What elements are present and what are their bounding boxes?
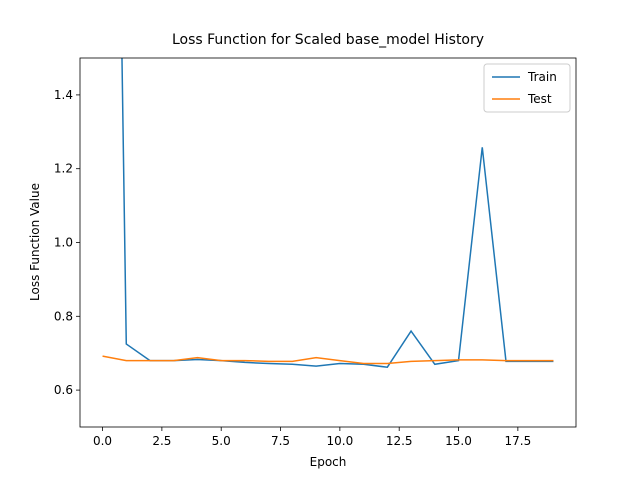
axes-frame — [79, 57, 577, 428]
legend-label: Test — [527, 92, 552, 106]
y-axis-label: Loss Function Value — [28, 183, 42, 301]
y-tick-label: 0.6 — [54, 383, 73, 397]
chart-title: Loss Function for Scaled base_model Hist… — [172, 32, 484, 48]
x-tick-label: 12.5 — [386, 434, 413, 448]
x-tick-label: 5.0 — [212, 434, 231, 448]
y-tick-label: 0.8 — [54, 309, 73, 323]
series-line — [102, 355, 554, 365]
y-tick-label: 1.0 — [54, 236, 73, 250]
x-tick-label: 17.5 — [504, 434, 531, 448]
x-tick-label: 15.0 — [445, 434, 472, 448]
x-tick-label: 10.0 — [327, 434, 354, 448]
legend-label: Train — [527, 70, 557, 84]
x-tick-label: 7.5 — [271, 434, 290, 448]
y-tick-label: 1.2 — [54, 162, 73, 176]
plot-area — [102, 58, 554, 369]
x-tick-label: 2.5 — [152, 434, 171, 448]
y-tick-label: 1.4 — [54, 88, 73, 102]
x-tick-label: 0.0 — [93, 434, 112, 448]
x-axis-label: Epoch — [310, 455, 347, 469]
legend-box — [483, 63, 571, 113]
